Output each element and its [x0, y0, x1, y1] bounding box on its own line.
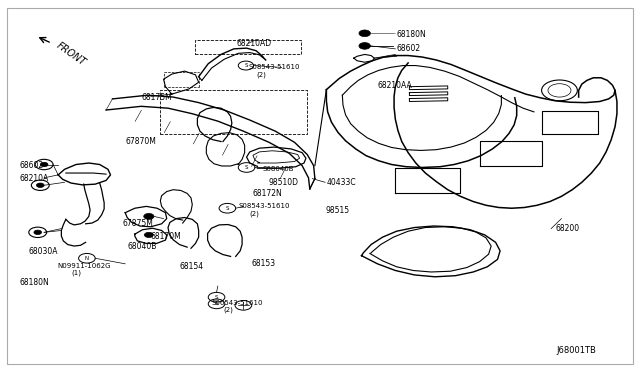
Text: (2): (2): [256, 71, 266, 78]
Text: 40433C: 40433C: [326, 178, 356, 187]
Text: J68001TB: J68001TB: [556, 346, 596, 355]
Text: S: S: [215, 295, 218, 300]
Text: 98510D: 98510D: [269, 178, 299, 187]
Text: 68030A: 68030A: [28, 247, 58, 256]
Text: (2): (2): [250, 211, 260, 217]
Circle shape: [359, 30, 371, 37]
Text: 68170M: 68170M: [151, 231, 182, 241]
Text: 68040B: 68040B: [127, 241, 157, 250]
Text: 68210AD: 68210AD: [237, 39, 272, 48]
Text: 68175M: 68175M: [141, 93, 172, 102]
Circle shape: [359, 42, 371, 49]
Text: S: S: [245, 165, 248, 170]
Text: (2): (2): [223, 307, 233, 313]
FancyBboxPatch shape: [7, 8, 633, 364]
Text: 68210A: 68210A: [20, 174, 49, 183]
Circle shape: [40, 162, 48, 167]
Text: 68200: 68200: [555, 224, 579, 233]
Text: 68180N: 68180N: [20, 278, 50, 287]
Text: N09911-1062G: N09911-1062G: [57, 263, 110, 269]
Text: 67875M: 67875M: [122, 219, 153, 228]
Text: N: N: [85, 256, 89, 261]
Text: S08543-51610: S08543-51610: [239, 203, 291, 209]
Text: 68172N: 68172N: [253, 189, 283, 198]
Circle shape: [145, 232, 154, 237]
Text: 68154: 68154: [179, 262, 204, 271]
Text: 68602: 68602: [397, 44, 420, 53]
Text: S: S: [226, 206, 229, 211]
Text: 98515: 98515: [325, 206, 349, 215]
Circle shape: [36, 183, 44, 187]
Text: S06543-51610: S06543-51610: [211, 300, 263, 306]
Text: FRONT: FRONT: [55, 41, 88, 68]
Text: 68180N: 68180N: [397, 29, 426, 39]
Text: 68153: 68153: [252, 259, 276, 268]
Text: S: S: [244, 63, 248, 68]
Text: 68210AA: 68210AA: [378, 81, 412, 90]
Text: S08543-51610: S08543-51610: [248, 64, 300, 70]
Text: (1): (1): [71, 270, 81, 276]
Circle shape: [144, 214, 154, 219]
Text: S68040B: S68040B: [262, 166, 294, 172]
Text: S: S: [215, 301, 218, 307]
Circle shape: [34, 230, 42, 235]
Text: 68602: 68602: [20, 161, 44, 170]
Text: 67870M: 67870M: [125, 137, 156, 146]
